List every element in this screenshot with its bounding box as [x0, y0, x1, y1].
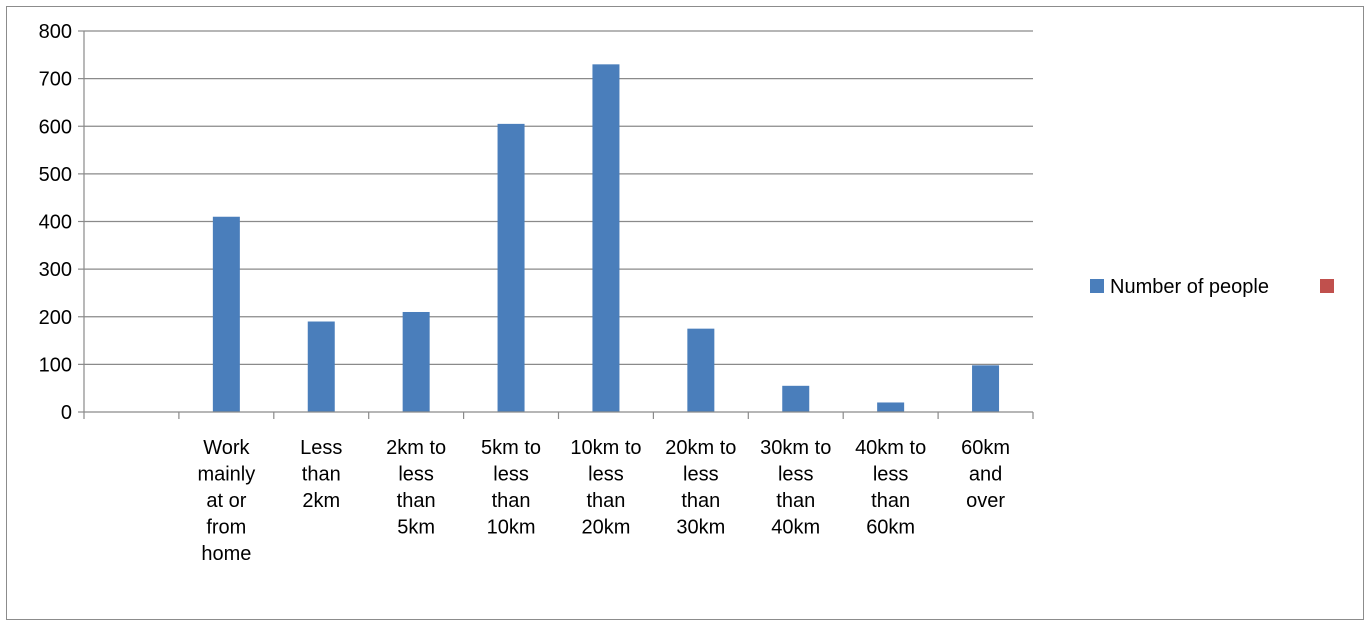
bar-2 [307, 321, 335, 412]
x-tick-label-line: 30km to [760, 437, 831, 459]
x-tick-label: 60km and over [961, 437, 1010, 512]
x-tick-label-line: than [776, 490, 815, 512]
x-tick-label-line: 60km [961, 437, 1010, 459]
x-tick-label: Work mainly at or from home [197, 437, 255, 565]
x-tick-label: 40km to less than 60km [855, 437, 926, 539]
x-tick-label: 20km to less than 30km [665, 437, 736, 539]
legend-label-number-of-people: Number of people [1110, 276, 1269, 298]
x-tick-label-line: 5km to [481, 437, 541, 459]
x-tick-label: 10km to less than 20km [570, 437, 641, 539]
bar-4 [497, 123, 525, 413]
legend-swatch-series-2 [1320, 279, 1334, 293]
x-tick-label-line: 20km [581, 517, 630, 539]
x-tick-label-line: 2km to [386, 437, 446, 459]
x-tick-label-line: than [302, 464, 341, 486]
y-tick-labels: 0 100 200 300 400 500 600 700 800 [39, 21, 72, 424]
x-tick-label-line: 40km to [855, 437, 926, 459]
x-tick-label-line: over [966, 490, 1005, 512]
bar-8 [877, 402, 905, 412]
y-tick-label: 100 [39, 354, 72, 376]
y-tick-label: 0 [61, 402, 72, 424]
x-tick-labels: Work mainly at or from home Less than 2km 2km to… [197, 437, 1010, 565]
gridlines [84, 30, 1033, 365]
bars [212, 64, 1000, 413]
x-tick-label-line: less [493, 464, 529, 486]
y-tick-label: 800 [39, 21, 72, 43]
x-tick-label-line: than [492, 490, 531, 512]
x-tick-label-line: from [206, 517, 246, 539]
x-tick-label-line: than [871, 490, 910, 512]
x-tick-label-line: Work [203, 437, 250, 459]
x-tick-label-line: than [397, 490, 436, 512]
x-tick-label-line: less [398, 464, 434, 486]
x-tick-label: Less than 2km [300, 437, 342, 512]
bar-9 [972, 365, 1000, 412]
x-tick-label: 2km to less than 5km [386, 437, 446, 539]
x-tick-label-line: 10km [487, 517, 536, 539]
x-tick-label-line: 20km to [665, 437, 736, 459]
legend: Number of people [1090, 276, 1334, 298]
x-tick-label-line: 40km [771, 517, 820, 539]
bar-7 [782, 385, 810, 412]
y-tick-label: 200 [39, 307, 72, 329]
bar-3 [402, 311, 430, 412]
x-tick-label-line: 2km [302, 490, 340, 512]
x-tick-label-line: less [683, 464, 719, 486]
y-tick-label: 300 [39, 259, 72, 281]
x-tick-label-line: less [588, 464, 624, 486]
x-tick-label-line: mainly [197, 464, 255, 486]
chart-frame: 0 100 200 300 400 500 600 700 800 Work mainly at o… [6, 6, 1364, 620]
x-tick-label-line: home [201, 543, 251, 565]
legend-swatch-number-of-people [1090, 279, 1104, 293]
x-tick-label: 30km to less than 40km [760, 437, 831, 539]
x-tick-label-line: less [778, 464, 814, 486]
x-tick-label-line: Less [300, 437, 342, 459]
bar-chart: 0 100 200 300 400 500 600 700 800 Work mainly at o… [39, 21, 1334, 565]
bar-5 [592, 64, 620, 413]
x-tick-label-line: than [681, 490, 720, 512]
bar-6 [687, 328, 715, 412]
x-tick-label-line: 30km [676, 517, 725, 539]
x-tick-label-line: less [873, 464, 909, 486]
bar-1 [212, 216, 240, 412]
y-tick-label: 400 [39, 212, 72, 234]
x-tick-label-line: than [586, 490, 625, 512]
axes [78, 30, 1034, 419]
x-tick-label-line: 5km [397, 517, 435, 539]
y-tick-label: 500 [39, 164, 72, 186]
y-tick-label: 600 [39, 116, 72, 138]
x-tick-label: 5km to less than 10km [481, 437, 541, 539]
x-tick-label-line: 60km [866, 517, 915, 539]
x-tick-label-line: at or [206, 490, 246, 512]
x-tick-label-line: 10km to [570, 437, 641, 459]
y-tick-label: 700 [39, 69, 72, 91]
x-tick-label-line: and [969, 464, 1002, 486]
